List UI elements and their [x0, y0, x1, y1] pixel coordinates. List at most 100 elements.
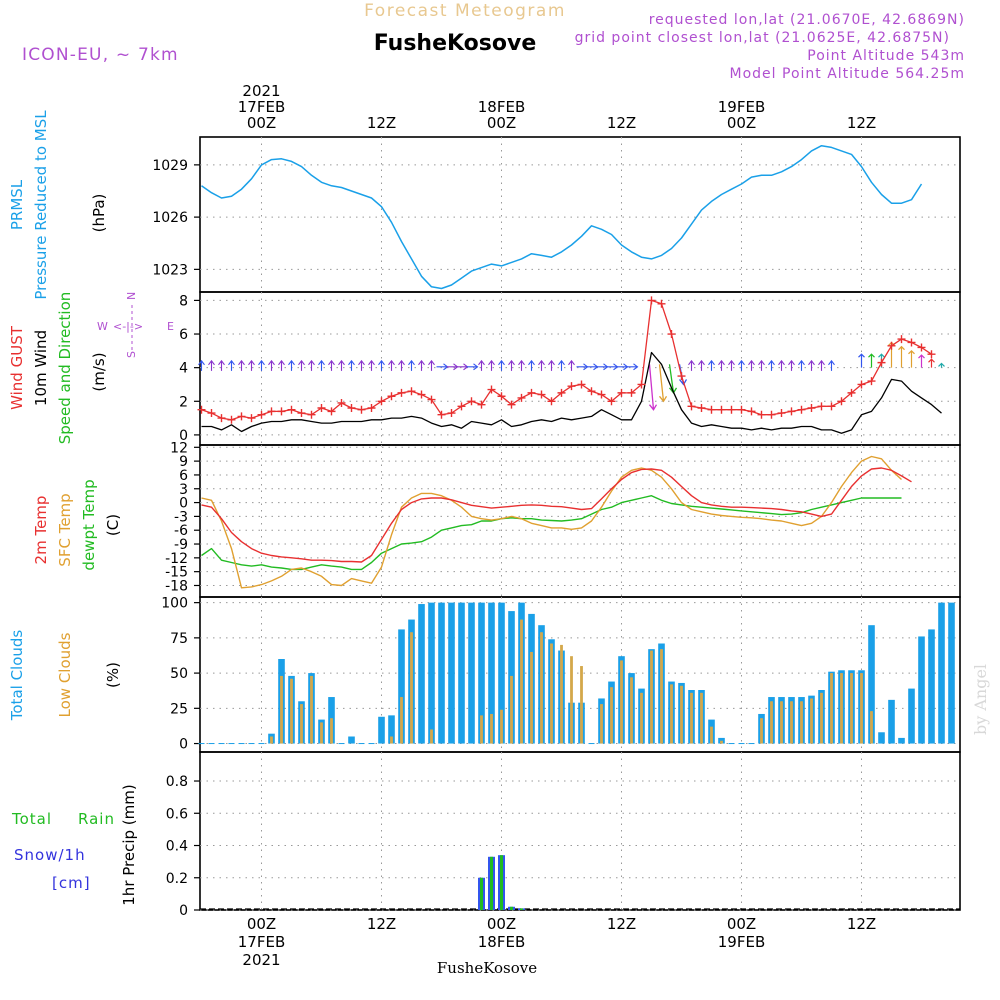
sfc-temp-label: SFC Temp	[56, 493, 74, 566]
wind-direction-arrow	[308, 359, 315, 371]
wind-direction-arrow	[758, 359, 765, 371]
y-tick-label: 8	[179, 293, 188, 309]
y-tick-label: 1023	[152, 262, 188, 278]
precip-snow-unit-label: [cm]	[52, 874, 91, 892]
gust-marker	[467, 397, 476, 406]
gust-marker	[667, 330, 676, 339]
wind-direction-arrow	[626, 363, 639, 371]
low-cloud-bar	[760, 718, 763, 744]
total-cloud-bar	[488, 602, 495, 744]
y-tick-label: 0	[179, 737, 188, 753]
wind-direction-arrow	[398, 359, 405, 371]
compass-arrow: <-|->	[113, 320, 143, 333]
wind-direction-arrow	[318, 359, 325, 371]
compass-w: W	[97, 320, 108, 333]
gust-marker	[247, 414, 256, 423]
low-cloud-bar	[800, 701, 803, 744]
precip-rain-label: Rain	[78, 810, 115, 828]
rain-bar	[490, 856, 493, 910]
low-cloud-bar	[490, 713, 493, 744]
total-clouds-label: Total Clouds	[8, 630, 26, 722]
y-tick-label: 0	[179, 496, 188, 512]
y-tick-label: 4	[179, 361, 188, 377]
gust-marker	[377, 397, 386, 406]
wind-direction-arrow	[268, 359, 275, 371]
total-cloud-bar	[458, 602, 465, 744]
gust-marker	[577, 380, 586, 389]
top-time-label: 12Z	[847, 114, 876, 132]
wind-direction-arrow	[378, 359, 385, 371]
total-cloud-bar	[918, 636, 925, 744]
wind-direction-arrow	[518, 359, 525, 371]
y-tick-label: 0.8	[166, 774, 188, 790]
wind-direction-arrow	[828, 359, 835, 371]
wind-direction-arrow	[778, 359, 785, 371]
bottom-time-label: 00Z	[727, 915, 756, 933]
gust-marker	[907, 338, 916, 347]
low-clouds-label: Low Clouds	[56, 632, 74, 717]
sfc-temp-line	[201, 455, 902, 589]
low-cloud-bar	[700, 692, 703, 744]
y-tick-label: 0.6	[166, 806, 188, 822]
wind-gust-line	[201, 299, 932, 421]
gust-marker	[617, 388, 626, 397]
bottom-time-label: 17FEB	[238, 933, 285, 951]
bottom-time-label: 12Z	[607, 915, 636, 933]
wind-direction-arrow	[528, 359, 535, 371]
wind-direction-arrow	[548, 359, 555, 371]
low-cloud-bar	[400, 697, 403, 744]
low-cloud-bar	[480, 715, 483, 744]
wind-direction-arrow	[748, 359, 755, 371]
requested-coords: requested lon,lat (21.0670E, 42.6869N)	[649, 12, 965, 28]
y-tick-label: 0.2	[166, 871, 188, 887]
wind-direction-arrow	[818, 359, 825, 371]
wind-direction-arrow	[478, 359, 485, 371]
top-time-label: 2021	[242, 82, 280, 100]
low-cloud-bar	[600, 704, 603, 744]
wind10m-label: 10m Wind	[32, 330, 50, 406]
low-cloud-bar	[690, 692, 693, 744]
total-cloud-bar	[388, 715, 395, 744]
bottom-time-label: 12Z	[847, 915, 876, 933]
total-cloud-bar	[448, 602, 455, 744]
gust-marker	[927, 350, 936, 359]
gust-marker	[547, 397, 556, 406]
gust-direction-arrow	[898, 345, 905, 368]
wind-direction-arrow	[408, 359, 415, 371]
gust-marker	[487, 385, 496, 394]
gust-marker	[847, 388, 856, 397]
low-cloud-bar	[410, 632, 413, 744]
bottom-time-label: 18FEB	[478, 933, 525, 951]
wind-direction-arrow	[768, 359, 775, 371]
low-cloud-bar	[680, 685, 683, 744]
y-tick-label: -15	[165, 565, 188, 581]
gust-marker	[807, 404, 816, 413]
precip-snow-label: Snow/1h	[14, 846, 86, 864]
wind-direction-arrow	[586, 363, 599, 371]
footer-station: FusheKosove	[437, 959, 537, 977]
wind-direction-arrow	[248, 359, 255, 371]
model-altitude: Model Point Altitude 564.25m	[730, 66, 965, 82]
gust-marker	[607, 397, 616, 406]
gust-marker	[437, 410, 446, 419]
gust-marker	[747, 407, 756, 416]
gust-marker	[827, 402, 836, 411]
low-cloud-bar	[550, 643, 553, 744]
low-cloud-bar	[850, 673, 853, 744]
wind-direction-arrow	[576, 363, 589, 371]
y-tick-label: 0	[179, 903, 188, 919]
total-cloud-bar	[898, 737, 905, 744]
gust-direction-arrow	[928, 358, 935, 368]
low-cloud-bar	[430, 729, 433, 744]
wind-direction-arrow	[418, 359, 425, 371]
y-tick-label: 12	[170, 440, 188, 456]
panel-frame	[199, 136, 961, 293]
panel-wind: 0 2 4 6 8	[179, 291, 961, 446]
low-cloud-bar	[280, 675, 283, 744]
gust-marker	[557, 388, 566, 397]
y-tick-label: 0.4	[166, 839, 188, 855]
gust-marker	[427, 395, 436, 404]
